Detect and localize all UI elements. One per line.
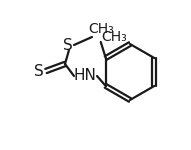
- Text: S: S: [34, 64, 44, 80]
- Text: HN: HN: [74, 68, 96, 82]
- Text: CH₃: CH₃: [101, 30, 127, 44]
- Text: S: S: [63, 38, 73, 52]
- Text: CH₃: CH₃: [88, 22, 114, 36]
